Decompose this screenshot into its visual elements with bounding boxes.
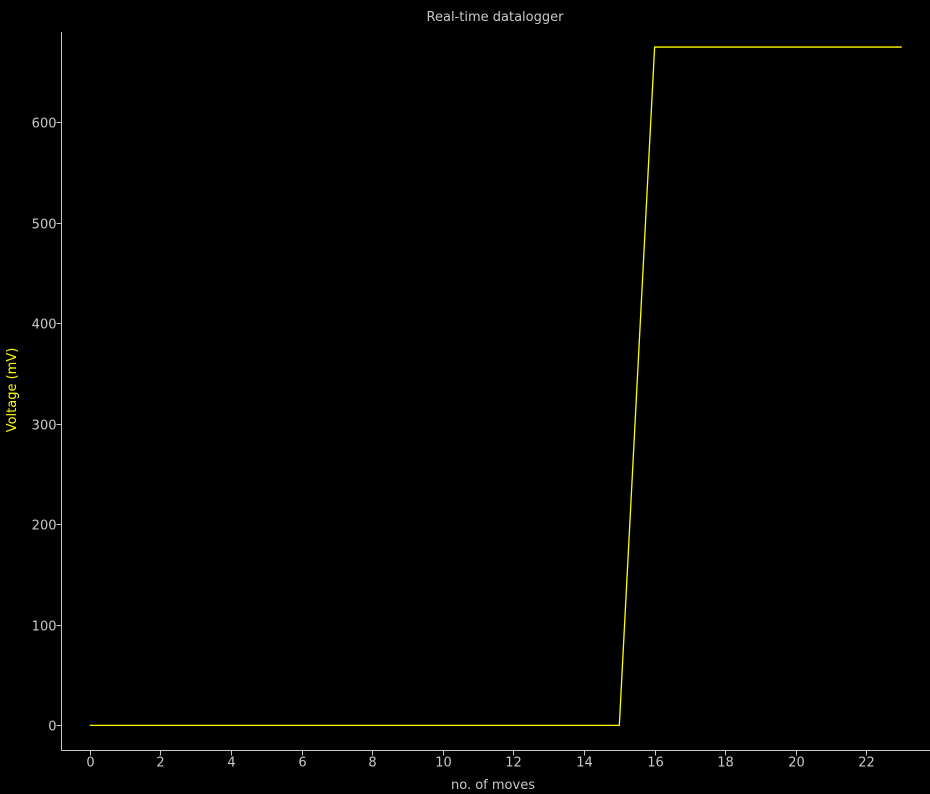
y-tick-label: 300	[32, 419, 57, 434]
y-tick-label: 200	[32, 519, 57, 534]
x-tick-label: 16	[647, 756, 664, 771]
y-axis-label: Voltage (mV)	[5, 348, 20, 433]
series-layer	[89, 46, 902, 727]
y-tick-label: 500	[32, 218, 57, 233]
x-tick-label: 8	[368, 756, 376, 771]
y-tick-label: 400	[32, 318, 57, 333]
x-tick-label: 14	[576, 756, 593, 771]
x-tick-label: 22	[858, 756, 875, 771]
y-tick-label: 0	[48, 720, 56, 735]
x-tick-label: 18	[717, 756, 734, 771]
x-tick-label: 10	[435, 756, 452, 771]
x-axis-ticks: 0 2 4 6 8 10 12 14 16 18 20 22	[86, 750, 875, 771]
x-tick-label: 4	[227, 756, 235, 771]
x-tick-label: 20	[788, 756, 805, 771]
x-tick-label: 12	[505, 756, 522, 771]
series-line-1	[89, 46, 902, 727]
x-tick-label: 6	[298, 756, 306, 771]
y-tick-label: 600	[32, 117, 57, 132]
x-axis-label: no. of moves	[451, 778, 535, 793]
x-tick-label: 0	[86, 756, 94, 771]
x-tick-label: 2	[156, 756, 164, 771]
y-axis-ticks: 0 100 200 300 400 500 600	[32, 117, 62, 735]
y-tick-label: 100	[32, 620, 57, 635]
chart-title: Real-time datalogger	[427, 10, 565, 25]
